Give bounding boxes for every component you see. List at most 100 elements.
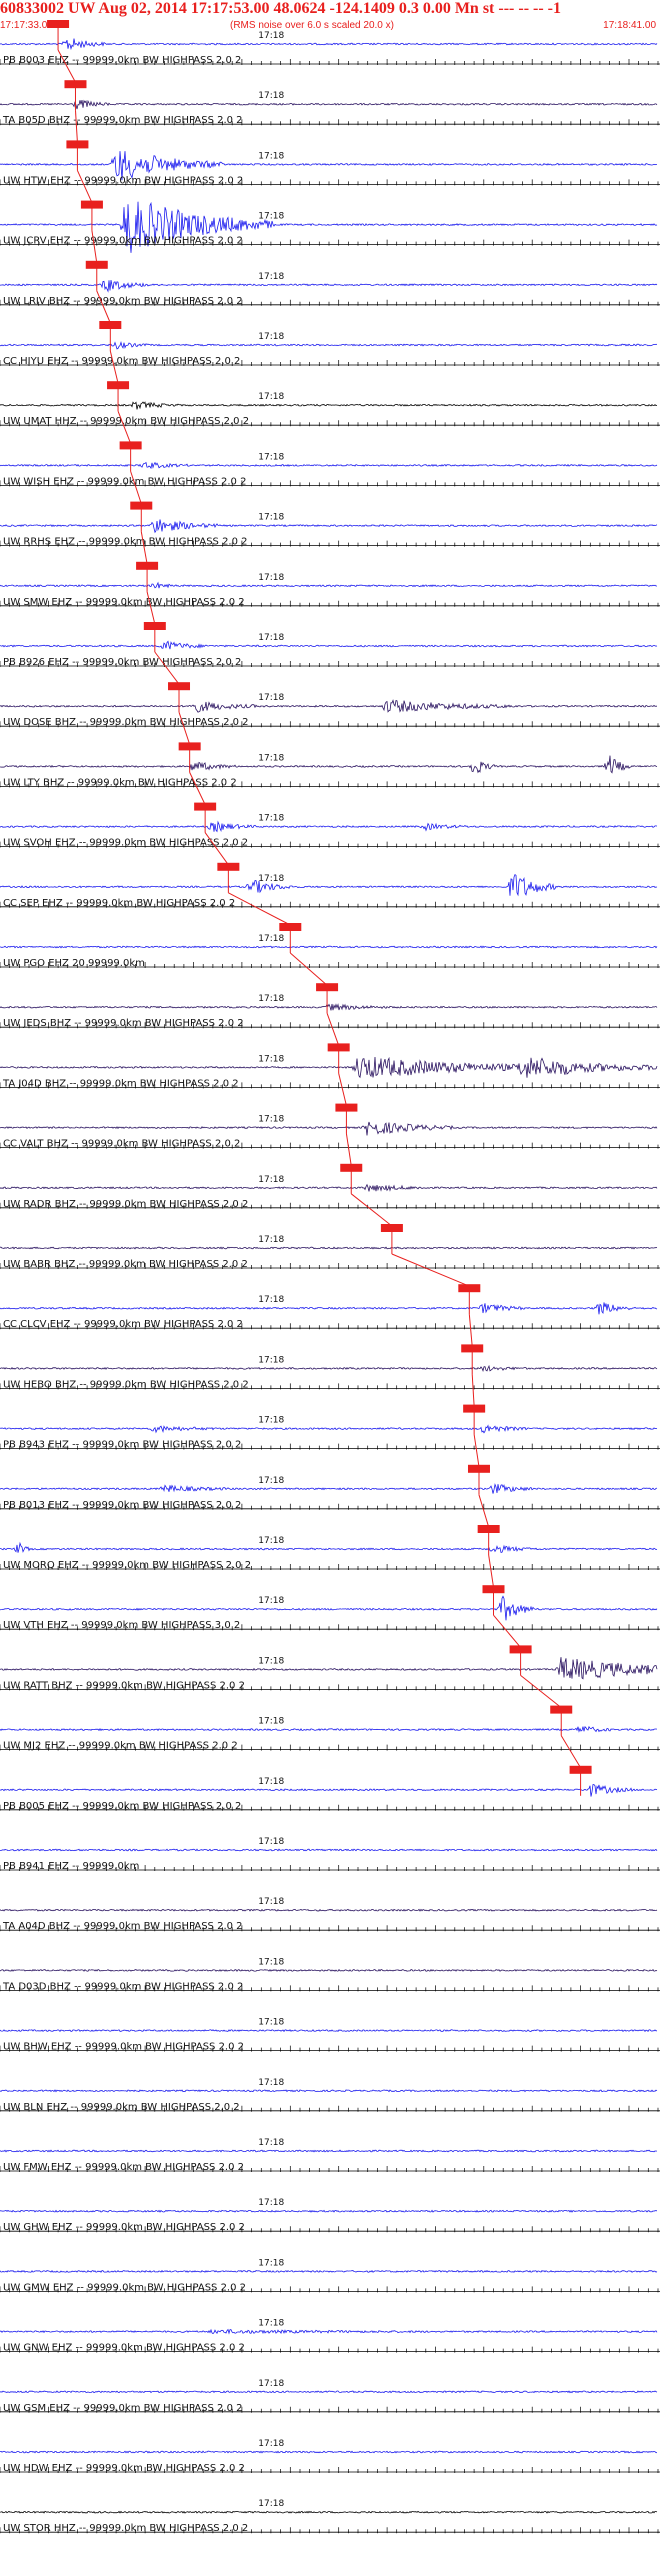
waveform bbox=[0, 1657, 658, 1680]
waveform bbox=[0, 201, 658, 253]
waveform bbox=[0, 2510, 658, 2514]
station-label: UW WISH EHZ -- 99999.0km BW HIGHPASS 2.0… bbox=[3, 476, 246, 487]
time-ticks bbox=[0, 600, 659, 607]
pick-marker bbox=[380, 1224, 403, 1232]
tick-label: 17:18 bbox=[258, 31, 284, 41]
trace-21: 17:18 CC CLCV EHZ -- 99999.0km BW HIGHPAS… bbox=[0, 1295, 660, 1330]
pick-marker bbox=[64, 80, 87, 89]
time-ticks bbox=[0, 2045, 659, 2052]
trace-11: 17:18 UW DOSE BHZ -- 99999.0km BW HIGHPAS… bbox=[0, 693, 660, 728]
waveform bbox=[0, 38, 658, 51]
trace-25: 17:18 UW MORQ EHZ -- 99999.0km BW HIGHPAS… bbox=[0, 1536, 660, 1571]
trace-17: 17:18 TA J04D BHZ -- 99999.0km BW HIGHPAS… bbox=[0, 1054, 660, 1089]
trace-27: 17:18 UW RATT BHZ -- 99999.0km BW HIGHPAS… bbox=[0, 1656, 660, 1691]
waveform bbox=[0, 1424, 658, 1434]
station-label: TA J04D BHZ -- 99999.0km BW HIGHPASS 2.0… bbox=[2, 1078, 239, 1089]
moveout-segment bbox=[471, 1374, 475, 1407]
station-label: UW GNW EHZ -- 99999.0km BW HIGHPASS 2.0 … bbox=[3, 2343, 245, 2354]
pick-marker bbox=[463, 1404, 486, 1413]
waveform bbox=[0, 340, 658, 350]
tick-label: 17:18 bbox=[258, 874, 284, 884]
moveout-segment bbox=[228, 892, 291, 926]
station-label: CC VALT BHZ -- 99999.0km BW HIGHPASS 2.0… bbox=[3, 1139, 240, 1150]
trace-13: 17:18 UW SVOH EHZ -- 99999.0km BW HIGHPAS… bbox=[0, 814, 660, 849]
moveout-segment bbox=[91, 230, 98, 263]
trace-10: 17:18 PB B926 EHZ -- 99999.0km BW HIGHPAS… bbox=[0, 633, 660, 668]
station-label: PB B005 EHZ -- 99999.0km BW HIGHPASS 2.0… bbox=[3, 1801, 241, 1812]
waveform bbox=[0, 2390, 658, 2394]
waveform bbox=[0, 2328, 658, 2335]
waveform bbox=[0, 2029, 657, 2033]
moveout-segment bbox=[520, 1675, 562, 1708]
station-label: UW BABR BHZ -- 99999.0km BW HIGHPASS 2.0… bbox=[3, 1259, 248, 1270]
waveform bbox=[0, 2149, 658, 2153]
station-label: UW RADR BHZ -- 99999.0km BW HIGHPASS 2.0… bbox=[3, 1199, 248, 1210]
tick-label: 17:18 bbox=[258, 753, 284, 763]
time-ticks bbox=[0, 2527, 659, 2534]
rms-note: (RMS noise over 6.0 s scaled 20.0 x) bbox=[230, 20, 394, 31]
station-label: UW SMW EHZ -- 99999.0km BW HIGHPASS 2.0 … bbox=[3, 597, 245, 608]
waveform bbox=[0, 1784, 658, 1797]
time-ticks bbox=[0, 841, 659, 848]
trace-31: 17:18 TA A04D BHZ -- 99999.0km BW HIGHPAS… bbox=[0, 1897, 660, 1932]
time-ticks bbox=[0, 962, 659, 968]
moveout-segment bbox=[109, 350, 119, 384]
trace-12: 17:18 UW LTY BHZ -- 99999.0km BW HIGHPASS… bbox=[0, 753, 660, 788]
station-label: UW RATT BHZ -- 99999.0km BW HIGHPASS 2.0… bbox=[3, 1680, 245, 1691]
trace-9: 17:18 UW SMW EHZ -- 99999.0km BW HIGHPASS… bbox=[0, 573, 660, 608]
tick-label: 17:18 bbox=[258, 2018, 284, 2028]
time-ticks bbox=[0, 239, 659, 246]
pick-marker bbox=[47, 20, 70, 28]
time-ticks bbox=[0, 179, 659, 186]
pick-marker bbox=[136, 561, 159, 570]
tick-label: 17:18 bbox=[258, 1777, 284, 1787]
pick-marker bbox=[85, 260, 108, 269]
station-label: UW HTW EHZ -- 99999.0km BW HIGHPASS 2.0 … bbox=[3, 175, 243, 186]
time-ticks bbox=[0, 661, 659, 667]
waveform bbox=[0, 1003, 658, 1011]
tick-label: 17:18 bbox=[258, 1416, 284, 1426]
station-label: PB B003 EHZ -- 99999.0km BW HIGHPASS 2.0… bbox=[3, 55, 241, 66]
pick-marker bbox=[340, 1163, 363, 1172]
trace-38: 17:18 UW GNW EHZ -- 99999.0km BW HIGHPASS… bbox=[0, 2319, 660, 2354]
time-ticks bbox=[0, 1082, 659, 1089]
traces: 17:18 PB B003 EHZ -- 99999.0km BW HIGHPAS… bbox=[0, 31, 660, 2534]
moveout-segment bbox=[326, 1013, 340, 1046]
end-time: 17:18:41.00 bbox=[603, 20, 656, 31]
waveform bbox=[0, 1364, 658, 1372]
station-label: CC HIYU EHZ -- 99999.0km BW HIGHPASS 2.0… bbox=[3, 356, 240, 367]
tick-label: 17:18 bbox=[258, 1717, 284, 1727]
moveout-segment bbox=[391, 1253, 470, 1287]
waveform bbox=[0, 640, 658, 650]
tick-label: 17:18 bbox=[258, 1054, 284, 1064]
time-ticks bbox=[0, 1865, 659, 1871]
trace-14: 17:18 CC SEP EHZ -- 99999.0km BW HIGHPASS… bbox=[0, 874, 660, 909]
tick-label: 17:18 bbox=[258, 2138, 284, 2148]
waveform bbox=[0, 1302, 658, 1315]
time-ticks bbox=[0, 1684, 659, 1691]
time-ticks bbox=[0, 1744, 659, 1751]
tick-label: 17:18 bbox=[258, 934, 284, 944]
pick-marker bbox=[458, 1284, 481, 1293]
station-label: UW UMAT HHZ -- 99999.0km BW HIGHPASS 2.0… bbox=[3, 416, 249, 427]
moveout-segment bbox=[473, 1434, 480, 1467]
trace-4: 17:18 UW LRIV BHZ -- 99999.0km BW HIGHPAS… bbox=[0, 272, 660, 307]
waveform bbox=[0, 2089, 658, 2093]
waveform bbox=[0, 461, 658, 470]
waveform bbox=[0, 581, 657, 589]
trace-20: 17:18 UW BABR BHZ -- 99999.0km BW HIGHPAS… bbox=[0, 1235, 660, 1270]
tick-label: 17:18 bbox=[258, 1837, 284, 1847]
moveout-segment bbox=[96, 290, 111, 324]
station-label: UW LRIV BHZ -- 99999.0km BW HIGHPASS 2.0… bbox=[3, 296, 243, 307]
trace-35: 17:18 UW FMW EHZ -- 99999.0km BW HIGHPASS… bbox=[0, 2138, 660, 2173]
moveout-segment bbox=[345, 1133, 352, 1166]
tick-label: 17:18 bbox=[258, 1536, 284, 1546]
station-label: CC SEP EHZ -- 99999.0km BW HIGHPASS 2.0 … bbox=[3, 898, 235, 909]
time-ticks bbox=[0, 2346, 659, 2353]
waveform bbox=[0, 519, 658, 534]
tick-label: 17:18 bbox=[258, 513, 284, 523]
station-label: PB B943 EHZ -- 99999.0km BW HIGHPASS 2.0… bbox=[3, 1440, 241, 1451]
station-label: UW GSM EHZ -- 99999.0km BW HIGHPASS 2.0 … bbox=[3, 2403, 242, 2414]
pick-marker bbox=[130, 501, 153, 510]
time-ticks bbox=[0, 901, 659, 908]
